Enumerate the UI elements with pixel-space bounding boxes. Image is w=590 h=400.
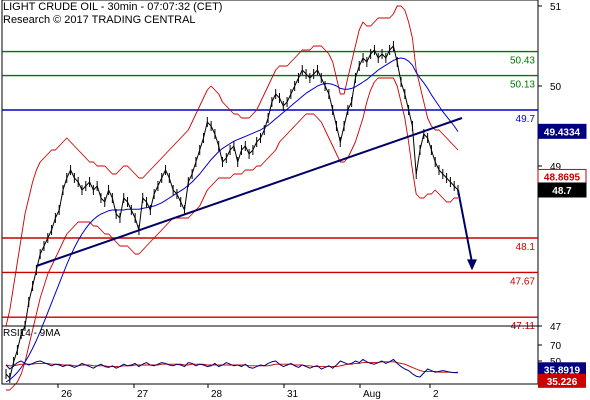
price-badge-2: 48.7 [537, 182, 587, 198]
x-axis-label-2: 28 [211, 389, 223, 400]
bollinger-upper-line [5, 5, 459, 327]
x-axis-label-5: 2 [433, 389, 439, 400]
rsi-panel-title: RSI14 - 9MA [3, 328, 61, 339]
x-axis-label-3: 31 [287, 389, 299, 400]
level-label-3: 48.1 [516, 242, 536, 253]
arrow-head [467, 259, 477, 271]
price-line [5, 45, 459, 379]
price-panel: 50.43 50.13 49.7 48.1 47.67 47.11 [1, 0, 539, 391]
price-axis-label-1: 50 [550, 82, 562, 93]
level-label-0: 50.43 [510, 56, 535, 67]
price-badge-label-2: 48.7 [552, 186, 572, 197]
price-panel-frame [1, 0, 539, 327]
level-label-1: 50.13 [510, 80, 535, 91]
x-axis-label-0: 26 [61, 389, 73, 400]
rsi-axis-label-0: 70 [550, 341, 562, 352]
level-label-5: 47.11 [511, 321, 536, 332]
rsi-line [5, 358, 459, 378]
price-badge-1: 48.8695 [537, 168, 587, 184]
level-label-4: 47.67 [510, 276, 535, 287]
chart-title: LIGHT CRUDE OIL - 30min - 07:07:32 (CET) [3, 1, 223, 13]
rsi-badge-label-0: 35.8919 [544, 365, 581, 376]
price-badge-0: 49.4334 [537, 123, 587, 139]
moving-average-line [5, 57, 459, 383]
rsi-badge-0: 35.8919 [538, 362, 586, 377]
level-label-2: 49.7 [516, 114, 536, 125]
price-axis-label-0: 51 [550, 2, 562, 13]
price-badge-label-1: 48.8695 [544, 172, 581, 183]
rsi-badge-1: 35.226 [538, 373, 586, 388]
price-axis-label-3: 47 [550, 322, 562, 333]
rsi-panel-frame [1, 325, 539, 385]
rsi-panel [1, 325, 539, 385]
trend-line [36, 117, 463, 267]
bollinger-lower-line [6, 77, 458, 391]
chart-subtitle: Research © 2017 TRADING CENTRAL [3, 14, 196, 26]
rsi-badge-label-1: 35.226 [547, 377, 578, 388]
price-badge-label-0: 49.4334 [544, 127, 581, 138]
x-axis-label-1: 27 [137, 389, 149, 400]
projection-arrow [457, 189, 473, 263]
price-axis-label-2: 49 [550, 162, 562, 173]
x-axis-label-4: Aug [363, 389, 381, 400]
